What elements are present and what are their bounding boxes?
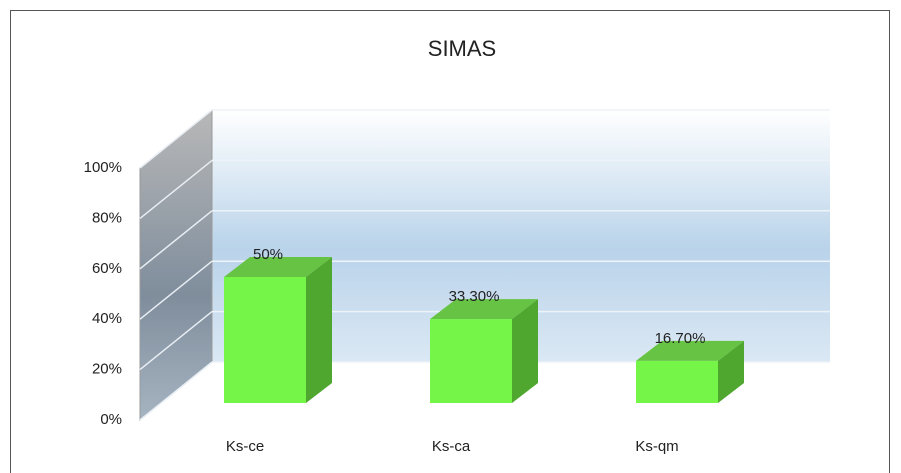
bar [224, 277, 306, 403]
y-tick-label: 40% [92, 310, 122, 327]
bar-top [224, 257, 332, 277]
grid-line [139, 109, 213, 169]
y-tick-label: 0% [100, 411, 122, 428]
bar [430, 319, 512, 403]
grid-line [139, 159, 213, 219]
bar-side [306, 257, 332, 403]
x-tick-label: Ks-qm [635, 438, 678, 455]
x-tick-label: Ks-ca [432, 438, 471, 455]
grid-line [139, 210, 213, 270]
data-label: 33.30% [449, 288, 500, 305]
y-tick-label: 100% [84, 159, 122, 176]
grid-line [139, 361, 213, 421]
data-label: 50% [253, 246, 283, 263]
bar-top [430, 299, 538, 320]
y-tick-label: 60% [92, 260, 122, 277]
x-tick-label: Ks-ce [226, 438, 264, 455]
grid-line [139, 311, 213, 371]
grid-line [139, 260, 213, 320]
bar-top [636, 340, 744, 361]
y-tick-label: 80% [92, 209, 122, 226]
y-tick-label: 20% [92, 361, 122, 378]
bar-side [718, 340, 744, 403]
bar-side [512, 299, 538, 403]
bar [636, 360, 718, 403]
data-label: 16.70% [655, 330, 706, 347]
chart-title: SIMAS [428, 36, 496, 61]
